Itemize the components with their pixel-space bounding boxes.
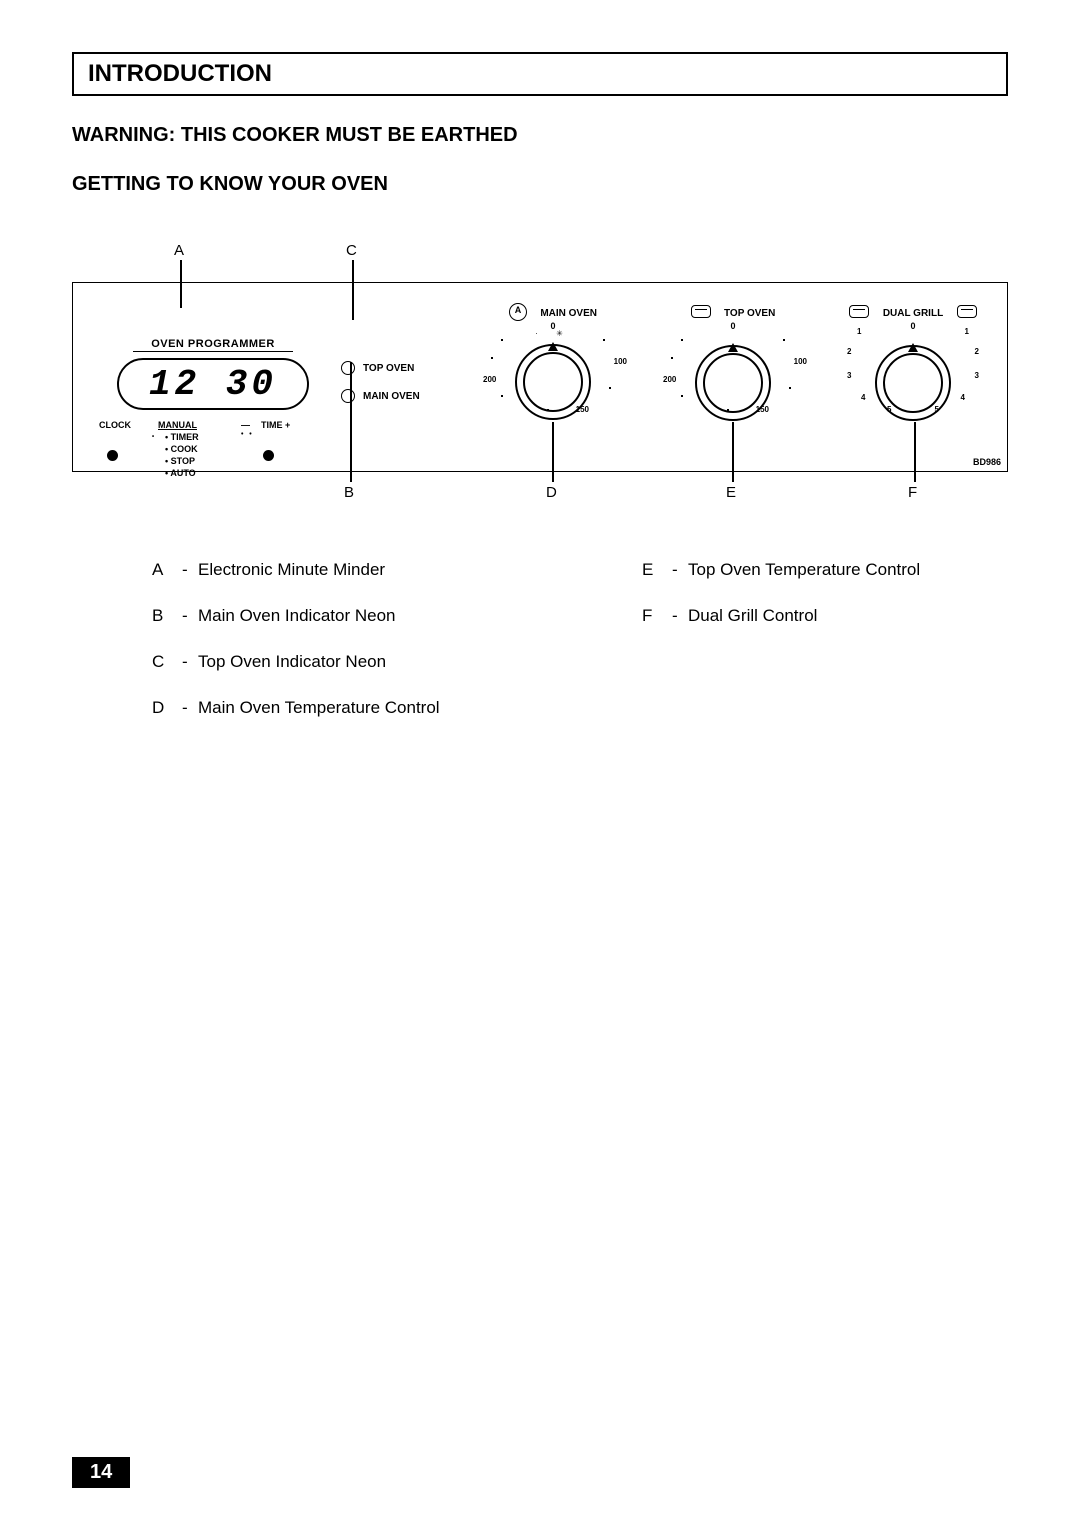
main-oven-neon-label: MAIN OVEN [363, 391, 420, 402]
main-oven-neon: MAIN OVEN [341, 389, 461, 403]
page-number: 14 [72, 1457, 130, 1488]
label-time-plus: TIME + [261, 420, 290, 430]
callout-label-f: F [908, 484, 917, 501]
legend-item-b: B - Main Oven Indicator Neon [152, 606, 642, 626]
leader-e [732, 422, 734, 482]
legend-item-f: F - Dual Grill Control [642, 606, 920, 626]
legend-text: Electronic Minute Minder [198, 560, 385, 580]
label-auto: • AUTO [165, 468, 196, 478]
defrost-icon: · ✳ [473, 329, 633, 338]
grill-r4: 4 [961, 393, 965, 402]
top-oven-neon: TOP OVEN [341, 361, 461, 375]
top-tick-100: 100 [794, 357, 807, 366]
legend-key: C [152, 652, 182, 672]
leader-d [552, 422, 554, 482]
grill-r3: 3 [975, 371, 979, 380]
grill-l4: 4 [861, 393, 865, 402]
legend-dash: - [672, 560, 688, 580]
fan-icon [509, 303, 527, 321]
top-oven-neon-icon [341, 361, 355, 375]
grill-l3: 3 [847, 371, 851, 380]
programmer-title: OVEN PROGRAMMER [93, 338, 333, 350]
subheading: GETTING TO KNOW YOUR OVEN [72, 173, 1008, 196]
programmer-display: 12 30 [117, 358, 309, 410]
top-oven-dial: TOP OVEN 0 100 150 200 [653, 303, 813, 421]
top-oven-dial-header: TOP OVEN [653, 303, 813, 321]
legend-item-d: D - Main Oven Temperature Control [152, 698, 642, 718]
main-oven-neon-icon [341, 389, 355, 403]
warning-text: WARNING: THIS COOKER MUST BE EARTHED [72, 124, 1008, 147]
legend-dash: - [672, 606, 688, 626]
label-clock: CLOCK [99, 420, 131, 430]
main-oven-dial-title: MAIN OVEN [540, 308, 597, 319]
top-oven-knob [695, 345, 771, 421]
legend-key: A [152, 560, 182, 580]
grill-knob [875, 345, 951, 421]
label-stop: • STOP [165, 456, 195, 466]
programmer-title-line [133, 351, 293, 352]
grill-r2: 2 [975, 347, 979, 356]
legend-dash: - [182, 560, 198, 580]
main-tick-200: 200 [483, 375, 496, 384]
callout-label-b: B [344, 484, 354, 501]
legend-key: F [642, 606, 672, 626]
programmer-controls: CLOCK MANUAL — TIME + • TIMER • COOK • S… [93, 420, 333, 500]
legend-col-left: A - Electronic Minute Minder B - Main Ov… [152, 560, 642, 744]
legend-item-c: C - Top Oven Indicator Neon [152, 652, 642, 672]
programmer-button-right [263, 450, 274, 461]
legend: A - Electronic Minute Minder B - Main Ov… [72, 560, 1008, 744]
leader-f [914, 422, 916, 482]
oven-icon [691, 305, 711, 318]
indicator-neons: TOP OVEN MAIN OVEN [341, 361, 461, 417]
main-oven-knob [515, 344, 591, 420]
leader-b [350, 362, 352, 482]
legend-text: Top Oven Indicator Neon [198, 652, 386, 672]
main-tick-100: 100 [614, 357, 627, 366]
callout-label-e: E [726, 484, 736, 501]
grill-l2: 2 [847, 347, 851, 356]
legend-text: Main Oven Temperature Control [198, 698, 440, 718]
main-oven-dial: MAIN OVEN 0 · ✳ 100 150 200 [473, 303, 633, 420]
legend-key: B [152, 606, 182, 626]
legend-text: Dual Grill Control [688, 606, 817, 626]
legend-key: D [152, 698, 182, 718]
grill-left-icon [849, 305, 869, 318]
grill-dial-header: DUAL GRILL [833, 303, 993, 321]
legend-item-a: A - Electronic Minute Minder [152, 560, 642, 580]
main-oven-dial-header: MAIN OVEN [473, 303, 633, 321]
panel-frame: OVEN PROGRAMMER 12 30 CLOCK MANUAL — TIM… [72, 282, 1008, 472]
top-oven-dial-title: TOP OVEN [724, 308, 775, 319]
dual-grill-dial: DUAL GRILL 0 1 2 3 4 5 1 2 3 4 [833, 303, 993, 421]
top-tick-200: 200 [663, 375, 676, 384]
legend-key: E [642, 560, 672, 580]
legend-dash: - [182, 652, 198, 672]
grill-right-icon [957, 305, 977, 318]
legend-dash: - [182, 698, 198, 718]
label-cook: • COOK [165, 444, 198, 454]
label-manual: MANUAL [158, 420, 197, 430]
legend-item-e: E - Top Oven Temperature Control [642, 560, 920, 580]
oven-programmer: OVEN PROGRAMMER 12 30 CLOCK MANUAL — TIM… [93, 338, 333, 500]
grill-zero: 0 [833, 321, 993, 331]
model-id: BD986 [973, 457, 1001, 467]
top-oven-zero: 0 [653, 321, 813, 331]
legend-col-right: E - Top Oven Temperature Control F - Dua… [642, 560, 920, 744]
label-time-minus: — [241, 420, 250, 430]
callout-label-c: C [346, 242, 357, 259]
callout-label-a: A [174, 242, 184, 259]
section-heading: INTRODUCTION [72, 52, 1008, 96]
legend-dash: - [182, 606, 198, 626]
programmer-button-left [107, 450, 118, 461]
label-timer: • TIMER [165, 432, 199, 442]
legend-text: Top Oven Temperature Control [688, 560, 920, 580]
grill-dial-title: DUAL GRILL [883, 308, 943, 319]
top-oven-neon-label: TOP OVEN [363, 363, 414, 374]
control-panel-diagram: A C OVEN PROGRAMMER 12 30 CLOCK MANUAL —… [72, 242, 1008, 512]
legend-text: Main Oven Indicator Neon [198, 606, 396, 626]
callout-label-d: D [546, 484, 557, 501]
